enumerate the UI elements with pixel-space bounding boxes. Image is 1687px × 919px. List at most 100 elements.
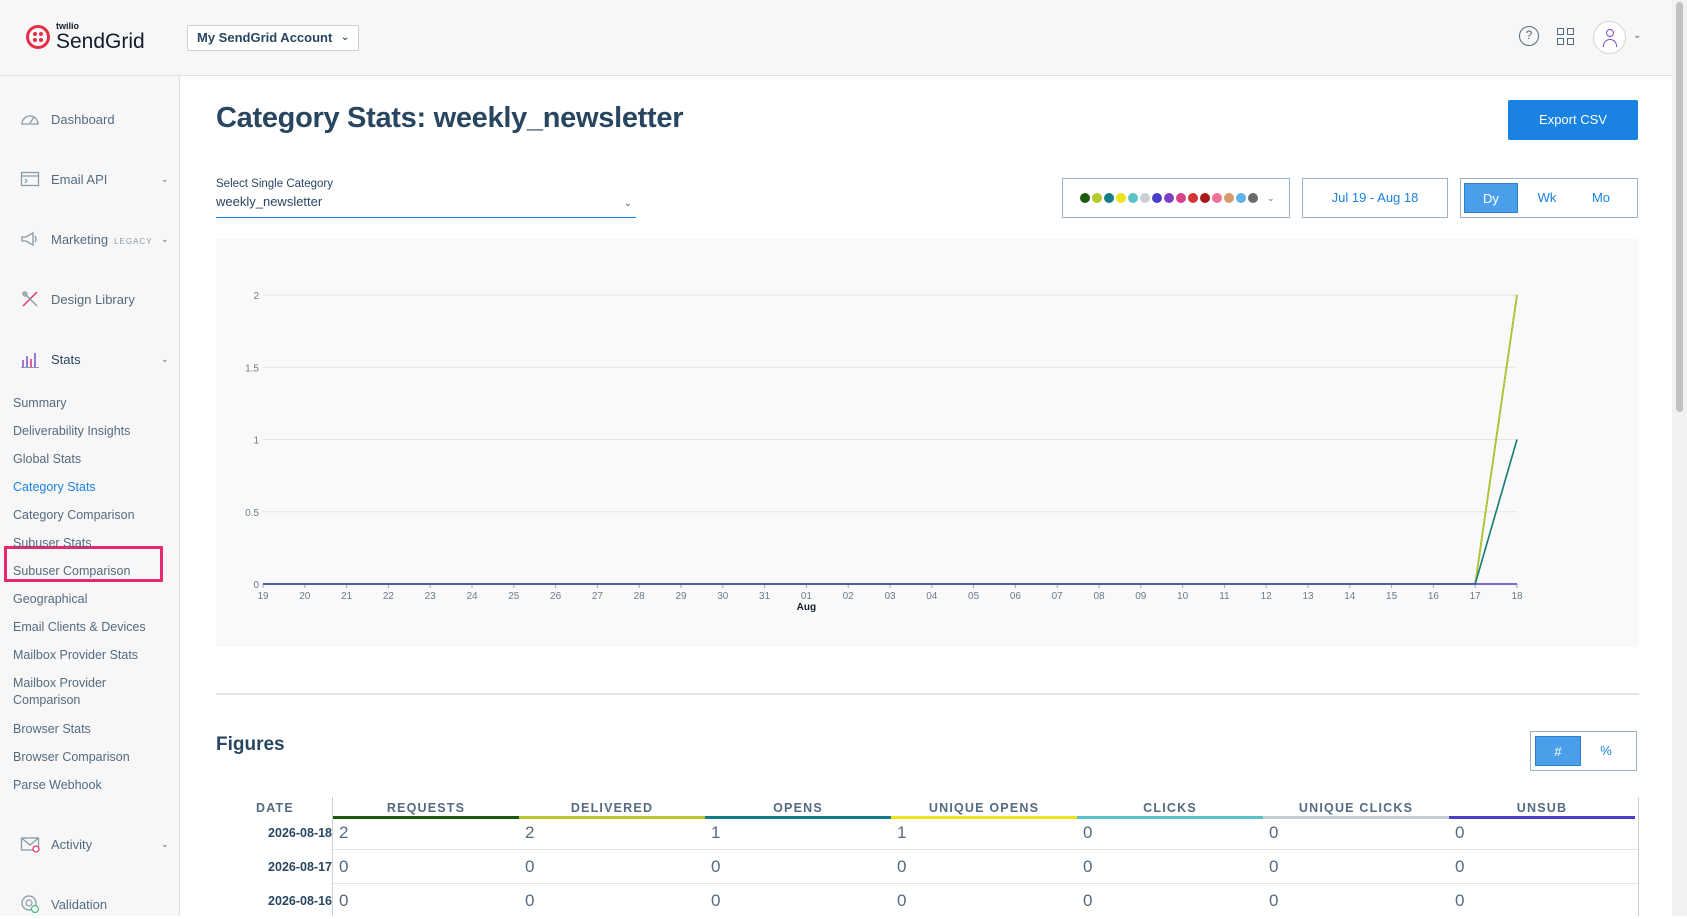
table-cell: 0 xyxy=(1455,857,1465,876)
chevron-down-icon[interactable]: ⌄ xyxy=(1633,30,1642,41)
figures-table: DATE REQUESTS DELIVERED OPENS UNIQUE OPENS C… xyxy=(216,779,1639,916)
sidebar-sub-subuser-comparison[interactable]: Subuser Comparison xyxy=(13,564,131,578)
sidebar-sub-summary[interactable]: Summary xyxy=(13,396,67,410)
table-header-requests: REQUESTS xyxy=(386,801,466,815)
sidebar-sub-browser-stats[interactable]: Browser Stats xyxy=(13,722,91,736)
grid-icon[interactable] xyxy=(1555,26,1577,48)
scrollbar[interactable] xyxy=(1672,0,1687,916)
main-content: Category Stats: weekly_newsletter Export… xyxy=(180,76,1672,916)
table-cell: 0 xyxy=(1083,823,1093,842)
legacy-badge: LEGACY xyxy=(114,236,153,246)
sidebar-item-label: Validation xyxy=(51,896,108,912)
sidebar-sub-geographical[interactable]: Geographical xyxy=(13,592,88,606)
figures-title: Figures xyxy=(216,734,285,755)
x-tick-label: 05 xyxy=(968,591,980,602)
unit-number-button[interactable]: # xyxy=(1535,736,1581,766)
table-cell: 0 xyxy=(711,857,721,876)
sidebar-sub-browser-comparison[interactable]: Browser Comparison xyxy=(13,750,130,764)
table-cell: 0 xyxy=(897,857,907,876)
sidebar-item-design-library[interactable]: Design Library xyxy=(0,284,180,314)
sidebar-sub-global-stats[interactable]: Global Stats xyxy=(13,452,82,466)
x-tick-label: 06 xyxy=(1010,591,1022,602)
table-header-delivered: DELIVERED xyxy=(570,801,654,815)
logo-small-text: twilio xyxy=(56,21,79,31)
x-tick-label: 26 xyxy=(550,591,562,602)
sidebar: Dashboard Email API ⌄ Marketing LEGACY ⌄ … xyxy=(0,76,180,916)
palette-dot xyxy=(1116,193,1126,203)
sendgrid-logo[interactable]: twilio SendGrid xyxy=(26,22,145,52)
sidebar-item-marketing[interactable]: Marketing LEGACY ⌄ xyxy=(0,224,180,254)
help-icon[interactable]: ? xyxy=(1519,26,1539,46)
sidebar-sub-subuser-stats[interactable]: Subuser Stats xyxy=(13,536,92,550)
sidebar-item-email-api[interactable]: Email API ⌄ xyxy=(0,164,180,194)
table-cell: 0 xyxy=(525,857,535,876)
row-date: 2026-08-17 xyxy=(268,860,332,874)
stats-chart: 0 0.5 1 1.5 2 19 20 21 22 23 24 25 26 27 28 29 30 31 01 02 0… xyxy=(216,239,1639,647)
column-color-bar xyxy=(519,816,705,819)
user-avatar[interactable] xyxy=(1593,21,1626,54)
chevron-down-icon: ⌄ xyxy=(340,32,350,43)
table-cell: 2 xyxy=(525,823,535,842)
sidebar-sub-email-clients-devices[interactable]: Email Clients & Devices xyxy=(13,620,146,634)
sidebar-sub-mailbox-provider-stats[interactable]: Mailbox Provider Stats xyxy=(13,648,139,662)
account-select-label: My SendGrid Account xyxy=(197,30,333,45)
palette-dot xyxy=(1188,193,1198,203)
chevron-down-icon: ⌄ xyxy=(1267,192,1275,203)
row-date: 2026-08-18 xyxy=(268,826,332,840)
palette-dot xyxy=(1152,193,1162,203)
palette-dot xyxy=(1140,193,1150,203)
sidebar-sub-mailbox-provider-comparison[interactable]: Mailbox Provider Comparison xyxy=(13,676,107,707)
table-cell: 0 xyxy=(1455,823,1465,842)
email-api-icon xyxy=(20,171,40,187)
scrollbar-thumb[interactable] xyxy=(1676,2,1683,412)
x-tick-label: 15 xyxy=(1386,591,1398,602)
period-day-button[interactable]: Dy xyxy=(1464,183,1518,213)
table-header-opens: OPENS xyxy=(773,801,823,815)
top-bar: twilio SendGrid My SendGrid Account ⌄ ? … xyxy=(0,0,1672,76)
unit-percent-button[interactable]: % xyxy=(1600,743,1612,758)
palette-dot xyxy=(1104,193,1114,203)
palette-dot xyxy=(1164,193,1174,203)
row-divider xyxy=(333,849,1638,850)
sidebar-sub-parse-webhook[interactable]: Parse Webhook xyxy=(13,778,102,792)
x-tick-label: 17 xyxy=(1470,591,1482,602)
x-tick-label: 04 xyxy=(926,591,938,602)
sidebar-item-stats[interactable]: Stats ⌄ xyxy=(0,344,180,374)
table-cell: 1 xyxy=(897,823,907,842)
x-tick-label: 21 xyxy=(341,591,353,602)
sidebar-item-activity[interactable]: Activity ⌄ xyxy=(0,829,180,859)
sidebar-sub-category-stats[interactable]: Category Stats xyxy=(13,480,96,494)
table-cell: 0 xyxy=(339,857,349,876)
row-divider xyxy=(333,883,1638,884)
sidebar-item-label: Activity xyxy=(51,836,93,852)
sidebar-item-validation[interactable]: Validation xyxy=(0,889,180,919)
export-csv-button[interactable]: Export CSV xyxy=(1508,100,1638,140)
line-chart: 0 0.5 1 1.5 2 19 20 21 22 23 24 25 26 27 28 29 30 31 01 02 0… xyxy=(245,291,1523,613)
dashboard-icon xyxy=(21,115,39,125)
sidebar-sub-deliverability-insights[interactable]: Deliverability Insights xyxy=(13,424,131,438)
y-tick-label: 1.5 xyxy=(245,363,259,374)
palette-dot xyxy=(1248,193,1258,203)
table-cell: 0 xyxy=(1269,891,1279,910)
sidebar-item-dashboard[interactable]: Dashboard xyxy=(0,104,180,134)
x-tick-label: 20 xyxy=(299,591,311,602)
account-select[interactable]: My SendGrid Account ⌄ xyxy=(187,25,360,51)
x-tick-label: 25 xyxy=(508,591,520,602)
y-tick-label: 0 xyxy=(253,580,259,591)
period-month-button[interactable]: Mo xyxy=(1591,190,1611,205)
palette-dot xyxy=(1200,193,1210,203)
sidebar-item-label: Design Library xyxy=(51,291,135,307)
color-palette-select[interactable]: ⌄ xyxy=(1062,178,1290,218)
sidebar-sub-category-comparison[interactable]: Category Comparison xyxy=(13,508,135,522)
table-cell: 0 xyxy=(1083,891,1093,910)
period-week-button[interactable]: Wk xyxy=(1537,190,1557,205)
x-tick-label: 08 xyxy=(1093,591,1105,602)
design-library-icon xyxy=(22,291,38,307)
palette-dot xyxy=(1236,193,1246,203)
activity-icon xyxy=(20,837,40,853)
category-select[interactable]: weekly_newsletter ⌄ xyxy=(216,194,636,218)
y-tick-label: 0.5 xyxy=(245,508,259,519)
x-tick-label: 11 xyxy=(1219,591,1230,602)
sidebar-item-label: Stats xyxy=(51,351,81,367)
date-range-picker[interactable]: Jul 19 - Aug 18 xyxy=(1302,178,1448,218)
